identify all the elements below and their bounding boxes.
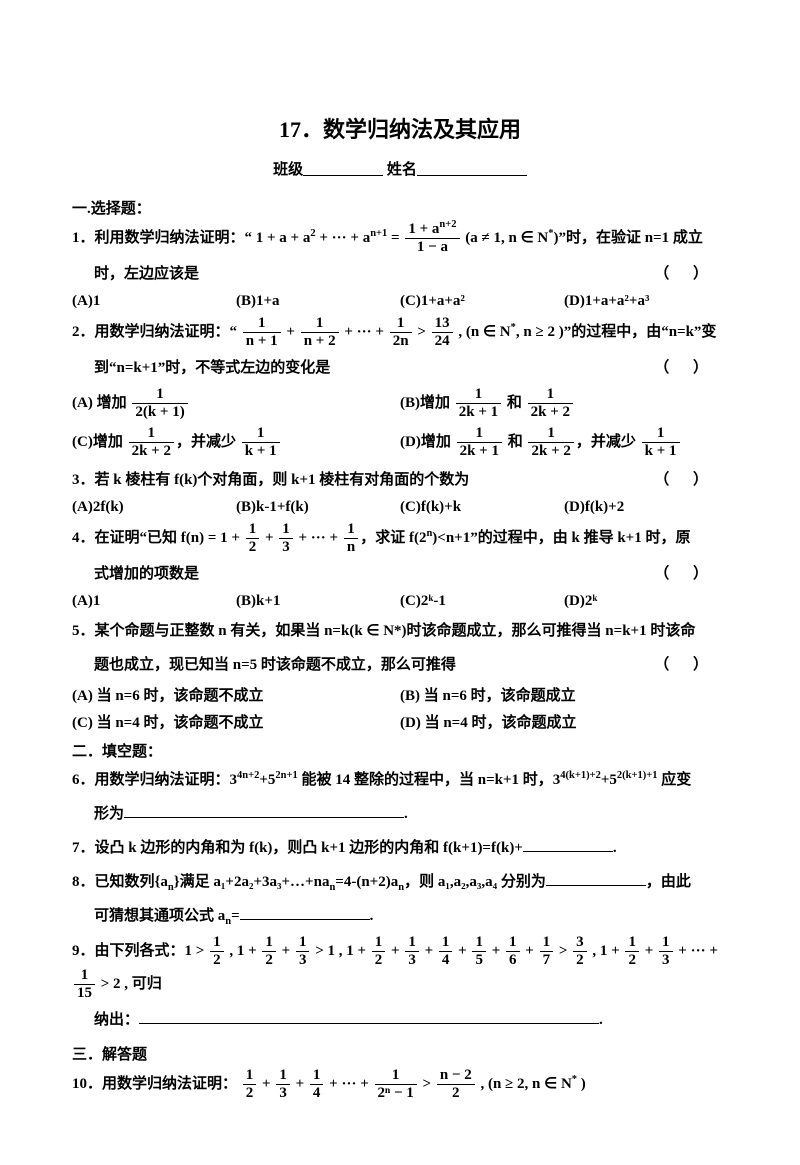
question-2: 2．用数学归纳法证明：“ 1n + 1 + 1n + 2 + ··· + 12n… [72, 316, 728, 349]
section-b-heading: 二．填空题： [72, 740, 728, 761]
question-9: 9．由下列各式：1 > 12 , 1 + 12 + 13 > 1 , 1 + 1… [72, 935, 728, 1001]
q4-line2: 式增加的项数是 （ ） [72, 559, 728, 589]
q9-blank[interactable] [139, 1008, 599, 1024]
class-blank[interactable] [303, 160, 383, 176]
q1-text: 1．利用数学归纳法证明：“ 1 + a + a [72, 230, 310, 246]
name-blank[interactable] [417, 160, 527, 176]
question-5: 5．某个命题与正整数 n 有关，如果当 n=k(k ∈ N*)时该命题成立，那么… [72, 616, 728, 646]
section-a-heading: 一.选择题： [72, 197, 728, 218]
question-3: 3．若 k 棱柱有 f(k)个对角面，则 k+1 棱柱有对角面的个数为 （ ） [72, 465, 728, 495]
q5-opt-c[interactable]: (C) 当 n=4 时，该命题不成立 [72, 711, 400, 732]
q2-opt-d[interactable]: (D)增加 12k + 1 和 12k + 2，并减少 1k + 1 [400, 426, 728, 459]
q3-opt-d[interactable]: (D)f(k)+2 [564, 499, 728, 516]
q9-line2: 纳出：. [72, 1005, 728, 1035]
q8-blank2[interactable] [240, 904, 370, 920]
class-label: 班级 [273, 162, 303, 178]
q4-opt-a[interactable]: (A)1 [72, 593, 236, 610]
q2-opt-a[interactable]: (A) 增加 12(k + 1) [72, 387, 400, 420]
q3-opt-a[interactable]: (A)2f(k) [72, 499, 236, 516]
q8-line2: 可猜想其通项公式 an=. [72, 901, 728, 931]
q1-line2: 时，左边应该是 （ ） [72, 259, 728, 289]
q3-options: (A)2f(k) (B)k-1+f(k) (C)f(k)+k (D)f(k)+2 [72, 499, 728, 516]
q3-opt-b[interactable]: (B)k-1+f(k) [236, 499, 400, 516]
q5-opt-d[interactable]: (D) 当 n=4 时，该命题成立 [400, 711, 728, 732]
question-7: 7．设凸 k 边形的内角和为 f(k)，则凸 k+1 边形的内角和 f(k+1)… [72, 833, 728, 863]
q6-blank[interactable] [124, 802, 404, 818]
q2-line2: 到“n=k+1”时，不等式左边的变化是 （ ） [72, 353, 728, 383]
q1-fraction: 1 + an+21 − a [405, 222, 459, 255]
q5-options: (A) 当 n=6 时，该命题不成立 (B) 当 n=6 时，该命题成立 (C)… [72, 684, 728, 732]
q4-answer-paren[interactable]: （ ） [654, 559, 728, 589]
worksheet-page: 17．数学归纳法及其应用 班级 姓名 一.选择题： 1．利用数学归纳法证明：“ … [0, 0, 800, 1165]
q3-answer-paren[interactable]: （ ） [654, 465, 728, 495]
q4-opt-c[interactable]: (C)2ᵏ-1 [400, 593, 564, 610]
page-title: 17．数学归纳法及其应用 [72, 112, 728, 144]
q1-opt-a[interactable]: (A)1 [72, 293, 236, 310]
q7-blank[interactable] [523, 836, 613, 852]
question-1: 1．利用数学归纳法证明：“ 1 + a + a2 + ··· + an+1 = … [72, 222, 728, 255]
question-10: 10．用数学归纳法证明： 12 + 13 + 14 + ··· + 12ⁿ − … [72, 1068, 728, 1101]
q8-blank1[interactable] [546, 870, 646, 886]
q5-opt-a[interactable]: (A) 当 n=6 时，该命题不成立 [72, 684, 400, 705]
q1-opt-c[interactable]: (C)1+a+a² [400, 293, 564, 310]
question-6: 6．用数学归纳法证明：34n+2+52n+1 能被 14 整除的过程中，当 n=… [72, 765, 728, 795]
q5-line2: 题也成立，现已知当 n=5 时该命题不成立，那么可推得 （ ） [72, 650, 728, 680]
q5-opt-b[interactable]: (B) 当 n=6 时，该命题成立 [400, 684, 728, 705]
q2-answer-paren[interactable]: （ ） [654, 353, 728, 383]
q5-answer-paren[interactable]: （ ） [654, 650, 728, 680]
q3-opt-c[interactable]: (C)f(k)+k [400, 499, 564, 516]
q4-opt-b[interactable]: (B)k+1 [236, 593, 400, 610]
question-4: 4．在证明“已知 f(n) = 1 + 12 + 13 + ··· + 1n，求… [72, 522, 728, 555]
q2-opt-c[interactable]: (C)增加 12k + 2，并减少 1k + 1 [72, 426, 400, 459]
q6-line2: 形为. [72, 799, 728, 829]
q1-opt-b[interactable]: (B)1+a [236, 293, 400, 310]
q1-answer-paren[interactable]: （ ） [654, 259, 728, 289]
question-8: 8．已知数列{an}满足 a₁+2a₂+3a₃+…+nan=4-(n+2)an，… [72, 867, 728, 897]
student-info-line: 班级 姓名 [72, 158, 728, 179]
q1-opt-d[interactable]: (D)1+a+a²+a³ [564, 293, 728, 310]
section-c-heading: 三．解答题 [72, 1043, 728, 1064]
q4-options: (A)1 (B)k+1 (C)2ᵏ-1 (D)2ᵏ [72, 593, 728, 610]
q2-options: (A) 增加 12(k + 1) (B)增加 12k + 1 和 12k + 2… [72, 387, 728, 459]
q1-options: (A)1 (B)1+a (C)1+a+a² (D)1+a+a²+a³ [72, 293, 728, 310]
q2-opt-b[interactable]: (B)增加 12k + 1 和 12k + 2 [400, 387, 728, 420]
q4-opt-d[interactable]: (D)2ᵏ [564, 593, 728, 610]
name-label: 姓名 [387, 162, 417, 178]
